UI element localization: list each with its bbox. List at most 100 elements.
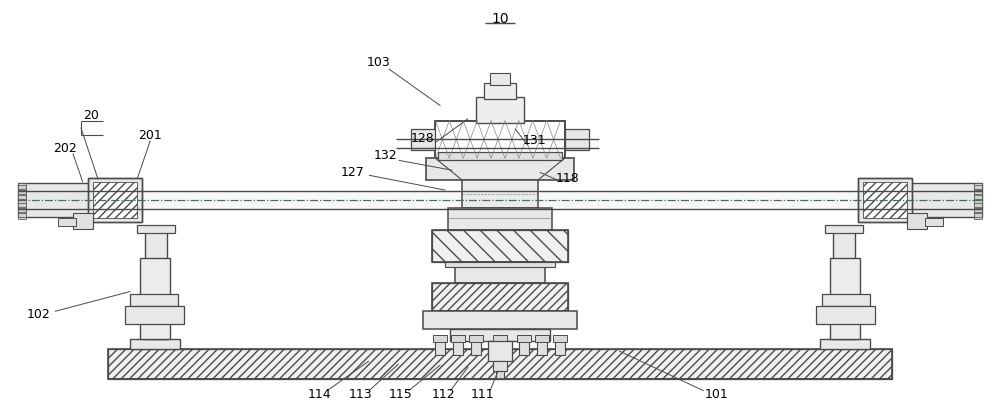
Bar (488, 341, 512, 361)
Text: 115: 115 (389, 388, 413, 401)
Text: 201: 201 (138, 129, 162, 142)
Bar (433, 335, 447, 342)
Text: 102: 102 (26, 308, 50, 321)
Bar (140, 258, 170, 339)
Bar (453, 341, 463, 355)
Bar (974, 188, 982, 192)
Bar (974, 193, 982, 197)
Bar (974, 183, 982, 187)
Bar (108, 349, 892, 379)
Bar (426, 158, 574, 180)
Bar (18, 215, 26, 219)
Bar (974, 213, 982, 217)
Bar (18, 183, 118, 217)
Bar (448, 208, 552, 230)
Text: 118: 118 (556, 172, 579, 185)
Bar (535, 335, 549, 342)
Bar (555, 341, 565, 355)
Bar (553, 335, 567, 342)
Bar (450, 329, 550, 341)
Bar (18, 185, 26, 189)
Bar (18, 198, 26, 202)
Bar (435, 121, 565, 158)
Bar (490, 73, 510, 85)
Text: 111: 111 (470, 388, 494, 401)
Text: 202: 202 (53, 142, 77, 155)
Text: 112: 112 (432, 388, 455, 401)
Bar (863, 182, 907, 218)
Bar (974, 185, 982, 189)
Bar (833, 230, 855, 339)
Bar (974, 208, 982, 212)
Bar (495, 341, 505, 355)
Bar (18, 203, 26, 207)
Bar (137, 225, 175, 233)
Bar (18, 190, 26, 194)
Bar (469, 335, 483, 342)
Bar (18, 205, 26, 209)
Bar (907, 213, 927, 229)
Bar (423, 311, 577, 329)
Bar (517, 335, 531, 342)
Bar (858, 178, 912, 222)
Text: 131: 131 (523, 134, 547, 147)
Bar (73, 213, 93, 229)
Bar (820, 339, 870, 349)
Bar (816, 306, 875, 324)
Text: 103: 103 (367, 57, 391, 69)
Bar (825, 225, 863, 233)
Bar (484, 83, 516, 99)
Bar (476, 97, 524, 123)
Bar (411, 129, 435, 151)
Text: 128: 128 (411, 132, 434, 145)
Bar (471, 341, 481, 355)
Bar (108, 349, 892, 379)
Bar (432, 283, 568, 311)
Bar (974, 195, 982, 199)
Text: 20: 20 (83, 109, 99, 122)
Bar (974, 190, 982, 194)
Text: 132: 132 (374, 149, 398, 162)
Text: 101: 101 (705, 388, 728, 401)
Bar (496, 371, 504, 379)
Bar (974, 203, 982, 207)
Bar (18, 208, 26, 212)
Bar (432, 283, 568, 311)
Bar (88, 178, 142, 222)
Text: 113: 113 (349, 388, 373, 401)
Text: 114: 114 (307, 388, 331, 401)
Bar (18, 210, 26, 214)
Bar (130, 295, 178, 306)
Bar (858, 178, 912, 222)
Bar (493, 335, 507, 342)
Bar (145, 230, 167, 339)
Bar (432, 230, 568, 262)
Bar (130, 339, 180, 349)
Bar (18, 195, 26, 199)
Bar (974, 210, 982, 214)
Text: 127: 127 (341, 166, 365, 179)
Bar (435, 341, 445, 355)
Bar (445, 262, 555, 267)
Bar (88, 178, 142, 222)
Bar (18, 188, 26, 192)
Bar (493, 361, 507, 371)
Bar (974, 200, 982, 204)
Bar (18, 183, 26, 187)
Bar (432, 230, 568, 262)
Bar (451, 335, 465, 342)
Bar (974, 215, 982, 219)
Bar (455, 262, 545, 283)
Bar (537, 341, 547, 355)
Bar (974, 198, 982, 202)
Bar (18, 193, 26, 197)
Bar (974, 205, 982, 209)
Bar (519, 341, 529, 355)
Bar (93, 182, 137, 218)
Bar (462, 180, 538, 208)
Text: 10: 10 (491, 12, 509, 26)
Bar (18, 200, 26, 204)
Bar (925, 218, 943, 226)
Bar (125, 306, 184, 324)
Bar (882, 183, 982, 217)
